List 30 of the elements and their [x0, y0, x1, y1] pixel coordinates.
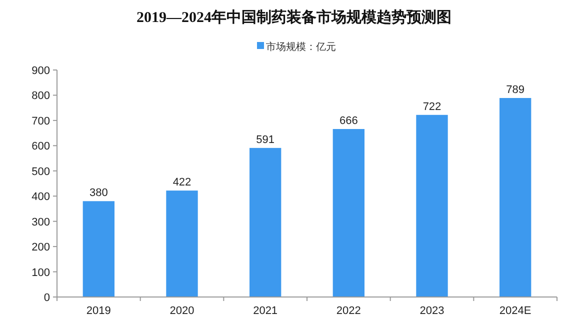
bar [82, 201, 114, 297]
legend-label: 市场规模：亿元 [266, 41, 336, 53]
x-tick-label: 2019 [86, 305, 111, 317]
x-tick-label: 2022 [336, 305, 361, 317]
y-tick-label: 500 [32, 166, 50, 178]
y-tick-label: 600 [32, 140, 50, 153]
data-label: 380 [89, 187, 108, 200]
bar [332, 129, 364, 297]
bar [500, 98, 532, 297]
chart-title: 2019—2024年中国制药装备市场规模趋势预测图 [136, 8, 452, 26]
y-tick-label: 0 [44, 292, 50, 304]
data-label: 722 [422, 100, 442, 113]
data-label: 591 [256, 134, 275, 146]
y-tick-label: 700 [32, 115, 50, 128]
y-tick-label: 900 [32, 65, 50, 77]
data-label: 422 [172, 176, 192, 189]
bar [250, 148, 282, 297]
bar [416, 114, 448, 297]
y-tick-label: 300 [32, 216, 50, 228]
x-tick-label: 2021 [253, 305, 278, 317]
x-tick-label: 2020 [170, 305, 194, 317]
y-tick-label: 200 [32, 242, 50, 254]
y-tick-label: 100 [32, 266, 50, 279]
x-tick-label: 2024E [499, 305, 532, 317]
x-tick-label: 2023 [420, 305, 444, 317]
bar [166, 190, 198, 297]
data-label: 789 [506, 84, 525, 96]
data-label: 666 [339, 115, 358, 128]
y-tick-label: 800 [32, 90, 50, 102]
y-tick-label: 400 [32, 191, 50, 204]
